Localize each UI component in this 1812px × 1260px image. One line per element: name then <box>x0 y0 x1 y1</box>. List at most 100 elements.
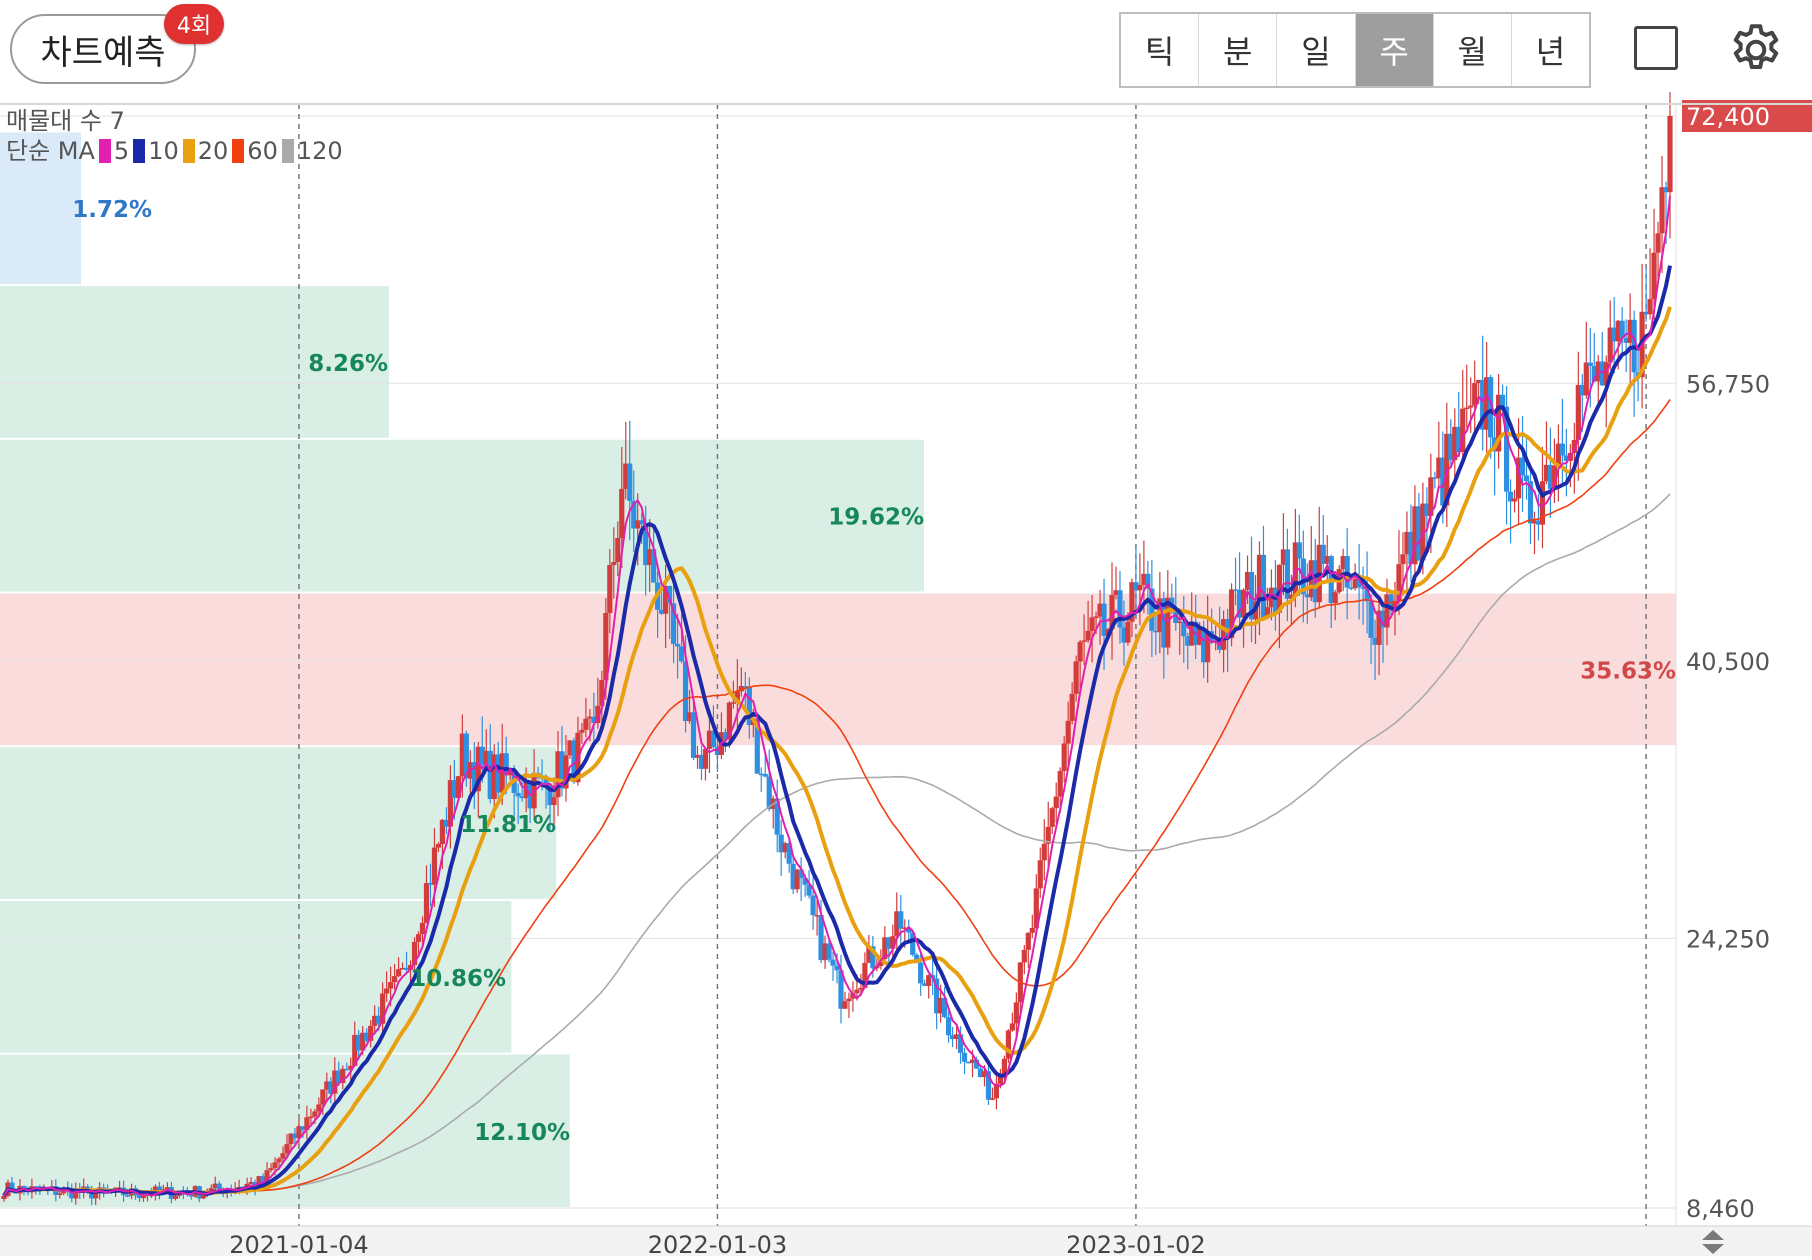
candle-body <box>1480 379 1486 430</box>
candle-body <box>559 751 565 789</box>
tab-minute[interactable]: 분 <box>1199 14 1278 86</box>
candle-body <box>942 997 948 1018</box>
candle-body <box>953 1034 960 1040</box>
candle-body <box>1013 1002 1019 1024</box>
candle-body <box>380 993 386 1024</box>
candle-body <box>886 937 892 949</box>
candle-body <box>838 970 844 1009</box>
candle-body <box>1121 627 1127 643</box>
fullscreen-square-icon[interactable] <box>1634 26 1678 70</box>
candle-body <box>1292 542 1298 595</box>
candle-body <box>1519 457 1526 476</box>
candle-body <box>914 954 920 963</box>
candle-body <box>910 932 916 955</box>
candle-body <box>595 705 601 724</box>
candle-body <box>1137 584 1143 591</box>
candle-body <box>587 716 593 719</box>
candle-body <box>1404 531 1410 555</box>
candle-body <box>686 712 693 722</box>
candle-body <box>364 1032 370 1041</box>
scroll-handle-icon[interactable] <box>1700 1228 1726 1256</box>
candle-body <box>1599 361 1605 386</box>
ma5-swatch <box>98 139 111 163</box>
volume-profile-band <box>0 900 512 1053</box>
candle-body <box>304 1117 310 1130</box>
candle-body <box>503 753 509 776</box>
candle-body <box>1575 384 1581 440</box>
tab-week[interactable]: 주 <box>1355 14 1434 86</box>
volume-profile-label: 매물대 수 7 <box>6 107 125 135</box>
y-axis-tick-label: 56,750 <box>1686 370 1770 398</box>
candle-body <box>332 1070 338 1094</box>
candle-body <box>898 911 904 929</box>
candle-body <box>694 754 701 758</box>
tab-month[interactable]: 월 <box>1434 14 1512 86</box>
gear-icon[interactable] <box>1726 20 1786 80</box>
x-axis-tick-label: 2021-01-04 <box>229 1231 368 1256</box>
candle-body <box>264 1170 270 1183</box>
candle-body <box>1089 617 1095 631</box>
tab-day[interactable]: 일 <box>1277 14 1356 86</box>
candle-body <box>1153 630 1159 633</box>
candle-body <box>1053 796 1059 809</box>
candle-body <box>866 946 872 963</box>
candle-body <box>463 733 469 779</box>
candle-body <box>651 549 657 583</box>
candle-body <box>1221 619 1227 650</box>
candle-body <box>368 1025 374 1041</box>
candle-body <box>212 1183 218 1189</box>
candle-body <box>726 702 732 740</box>
candle-body <box>376 1015 382 1024</box>
tab-tick[interactable]: 틱 <box>1121 14 1200 86</box>
candle-body <box>926 975 932 986</box>
candle-body <box>1228 589 1235 639</box>
candle-body <box>1205 631 1211 663</box>
candle-body <box>244 1183 250 1188</box>
tab-year[interactable]: 년 <box>1535 33 1566 71</box>
candle-body <box>1201 628 1207 663</box>
candle-body <box>1400 554 1406 565</box>
candle-body <box>862 962 868 988</box>
candle-body <box>451 780 457 798</box>
candle-body <box>778 834 784 853</box>
candle-body <box>918 962 924 984</box>
y-axis-tick-label: 8,460 <box>1686 1195 1755 1223</box>
ma20-line <box>2 306 1672 1197</box>
candle-body <box>1109 595 1115 630</box>
candle-body <box>706 730 713 749</box>
candle-body <box>1324 556 1330 564</box>
candle-body <box>611 561 617 566</box>
candle-body <box>216 1183 222 1189</box>
candle-body <box>957 1034 964 1053</box>
candle-body <box>1161 598 1167 648</box>
candle-body <box>1615 320 1621 342</box>
candle-body <box>938 997 944 1014</box>
period-selector: 틱 분 일 주 월 년 <box>1119 12 1591 88</box>
candle-body <box>276 1158 282 1163</box>
ma20-swatch <box>182 139 195 163</box>
candle-body <box>256 1176 262 1188</box>
candle-body <box>1416 506 1422 561</box>
volume-profile-band <box>0 439 924 592</box>
candle-body <box>1276 564 1283 613</box>
candle-body <box>360 1032 366 1051</box>
candle-body <box>1452 426 1458 461</box>
candle-body <box>156 1186 163 1192</box>
candle-body <box>663 586 669 614</box>
candle-body <box>1611 327 1617 342</box>
candle-body <box>555 751 561 798</box>
candle-body <box>1368 601 1374 638</box>
candle-body <box>551 797 557 806</box>
candle-body <box>1503 406 1510 492</box>
candle-body <box>172 1195 178 1199</box>
candle-body <box>1527 481 1534 524</box>
candle-body <box>1181 621 1187 637</box>
candle-body <box>702 748 709 769</box>
candle-body <box>547 785 553 806</box>
candle-body <box>1037 860 1043 889</box>
candle-body <box>790 863 796 890</box>
candle-body <box>591 716 597 724</box>
candle-body <box>1559 443 1565 456</box>
